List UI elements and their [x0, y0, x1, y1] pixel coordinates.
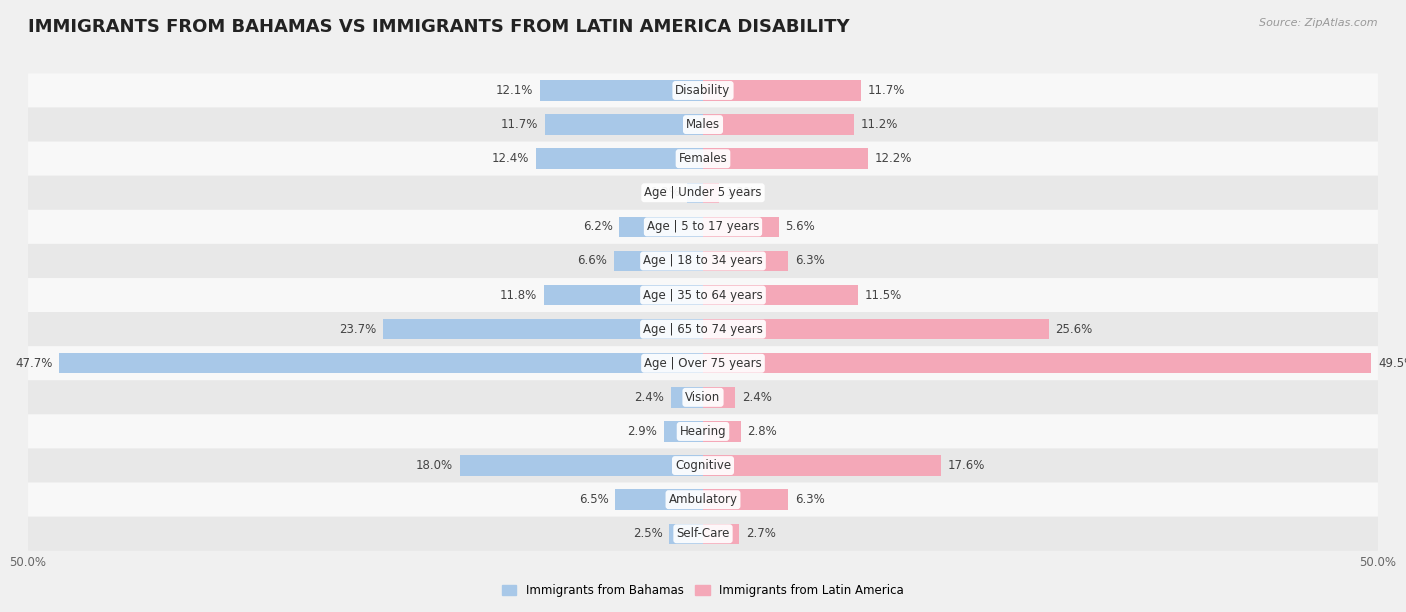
Bar: [544, 285, 703, 305]
Text: 1.2%: 1.2%: [650, 186, 681, 200]
Text: Age | Under 5 years: Age | Under 5 years: [644, 186, 762, 200]
Text: Disability: Disability: [675, 84, 731, 97]
Text: Cognitive: Cognitive: [675, 459, 731, 472]
Bar: [616, 490, 703, 510]
FancyBboxPatch shape: [28, 380, 1378, 414]
Text: 12.1%: 12.1%: [495, 84, 533, 97]
Text: 1.2%: 1.2%: [725, 186, 756, 200]
Text: 2.5%: 2.5%: [633, 528, 662, 540]
Bar: [703, 523, 740, 544]
Text: 11.8%: 11.8%: [499, 289, 537, 302]
Text: 18.0%: 18.0%: [416, 459, 453, 472]
Text: 2.9%: 2.9%: [627, 425, 657, 438]
Bar: [703, 353, 1371, 373]
Text: 17.6%: 17.6%: [948, 459, 984, 472]
Bar: [59, 353, 703, 373]
Bar: [619, 217, 703, 237]
Text: Age | Over 75 years: Age | Over 75 years: [644, 357, 762, 370]
Text: Vision: Vision: [685, 391, 721, 404]
Text: Age | 18 to 34 years: Age | 18 to 34 years: [643, 255, 763, 267]
Bar: [540, 80, 703, 101]
Bar: [614, 251, 703, 271]
Bar: [703, 217, 779, 237]
Text: Age | 5 to 17 years: Age | 5 to 17 years: [647, 220, 759, 233]
Text: Age | 35 to 64 years: Age | 35 to 64 years: [643, 289, 763, 302]
Bar: [703, 182, 720, 203]
Text: 6.6%: 6.6%: [578, 255, 607, 267]
Bar: [671, 387, 703, 408]
Bar: [703, 285, 858, 305]
Text: Females: Females: [679, 152, 727, 165]
Bar: [703, 421, 741, 442]
Text: Hearing: Hearing: [679, 425, 727, 438]
Bar: [703, 80, 860, 101]
FancyBboxPatch shape: [28, 414, 1378, 449]
Text: 11.7%: 11.7%: [501, 118, 538, 131]
Bar: [382, 319, 703, 340]
FancyBboxPatch shape: [28, 278, 1378, 312]
FancyBboxPatch shape: [28, 517, 1378, 551]
FancyBboxPatch shape: [28, 210, 1378, 244]
FancyBboxPatch shape: [28, 108, 1378, 141]
Bar: [703, 319, 1049, 340]
Bar: [536, 149, 703, 169]
Bar: [669, 523, 703, 544]
FancyBboxPatch shape: [28, 483, 1378, 517]
FancyBboxPatch shape: [28, 141, 1378, 176]
Text: 12.2%: 12.2%: [875, 152, 912, 165]
Text: 6.3%: 6.3%: [794, 255, 824, 267]
Bar: [664, 421, 703, 442]
Bar: [703, 455, 941, 476]
Text: Males: Males: [686, 118, 720, 131]
Text: 49.5%: 49.5%: [1378, 357, 1406, 370]
Text: 6.5%: 6.5%: [579, 493, 609, 506]
Text: 2.4%: 2.4%: [742, 391, 772, 404]
Bar: [703, 251, 787, 271]
Text: 11.2%: 11.2%: [860, 118, 898, 131]
Text: 2.8%: 2.8%: [748, 425, 778, 438]
Text: 47.7%: 47.7%: [15, 357, 52, 370]
Text: 25.6%: 25.6%: [1056, 323, 1092, 335]
Bar: [686, 182, 703, 203]
Legend: Immigrants from Bahamas, Immigrants from Latin America: Immigrants from Bahamas, Immigrants from…: [498, 580, 908, 602]
Text: 2.7%: 2.7%: [747, 528, 776, 540]
Text: 12.4%: 12.4%: [492, 152, 529, 165]
FancyBboxPatch shape: [28, 346, 1378, 380]
Text: Ambulatory: Ambulatory: [668, 493, 738, 506]
Text: Age | 65 to 74 years: Age | 65 to 74 years: [643, 323, 763, 335]
Bar: [703, 149, 868, 169]
Bar: [703, 490, 787, 510]
Bar: [703, 114, 855, 135]
FancyBboxPatch shape: [28, 312, 1378, 346]
Bar: [460, 455, 703, 476]
FancyBboxPatch shape: [28, 73, 1378, 108]
Text: 11.7%: 11.7%: [868, 84, 905, 97]
FancyBboxPatch shape: [28, 449, 1378, 483]
Text: Self-Care: Self-Care: [676, 528, 730, 540]
Text: IMMIGRANTS FROM BAHAMAS VS IMMIGRANTS FROM LATIN AMERICA DISABILITY: IMMIGRANTS FROM BAHAMAS VS IMMIGRANTS FR…: [28, 18, 849, 36]
Text: 6.2%: 6.2%: [582, 220, 613, 233]
Text: 5.6%: 5.6%: [786, 220, 815, 233]
FancyBboxPatch shape: [28, 244, 1378, 278]
Text: 11.5%: 11.5%: [865, 289, 903, 302]
Text: Source: ZipAtlas.com: Source: ZipAtlas.com: [1260, 18, 1378, 28]
Bar: [546, 114, 703, 135]
Text: 6.3%: 6.3%: [794, 493, 824, 506]
Bar: [703, 387, 735, 408]
Text: 23.7%: 23.7%: [339, 323, 377, 335]
Text: 2.4%: 2.4%: [634, 391, 664, 404]
FancyBboxPatch shape: [28, 176, 1378, 210]
